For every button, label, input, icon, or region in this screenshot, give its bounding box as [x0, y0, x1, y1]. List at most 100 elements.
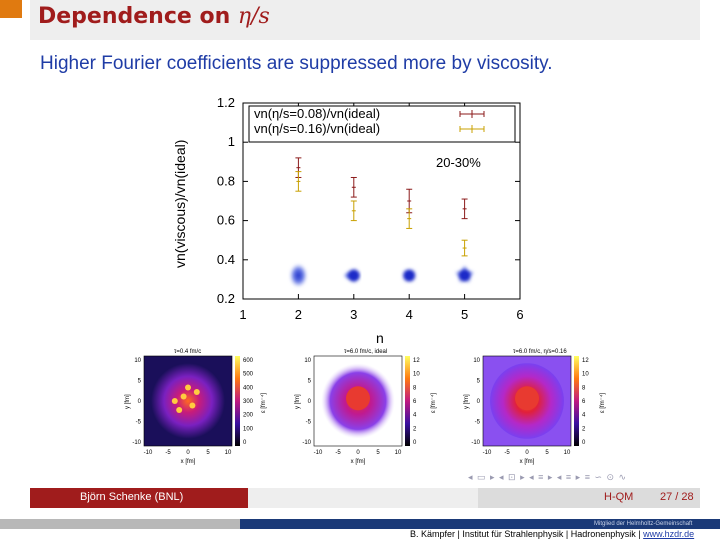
panel-x-tick-3: 5	[545, 450, 549, 456]
heatmap-panel-initial: τ=0.4 fm/c 10 5 0 -5 -10-10 -5 0 5 10 x [fm] y [fm]…	[125, 349, 267, 465]
colorbar-tick-0: 12	[582, 358, 589, 364]
panel-x-tick-2: 0	[356, 450, 360, 456]
slide-title: Dependence on η/s	[38, 4, 270, 29]
beamer-navigation[interactable]: ◂ ▭ ▸ ◂ ⊡ ▸ ◂ ≡ ▸ ◂ ≡ ▸ ≡ ∽ ⊙ ∿	[468, 472, 628, 482]
panel-x-tick-0: -10	[483, 450, 492, 456]
panel-x-tick-4: 10	[564, 450, 571, 456]
panel-y-tick-2: 0	[138, 399, 142, 405]
hotspot-1	[189, 402, 196, 409]
panel-frame	[482, 355, 572, 447]
panel-y-tick-3: -5	[306, 420, 312, 426]
hotspot-0	[180, 393, 187, 400]
colorbar-tick-2: 400	[243, 385, 254, 391]
colorbar-tick-4: 4	[413, 413, 417, 419]
colorbar-tick-4: 4	[582, 413, 586, 419]
colorbar-tick-2: 8	[413, 385, 417, 391]
colorbar-label: ε [fm⁻⁴]	[260, 393, 267, 413]
helmholtz-note: Mitglied der Helmholtz-Gemeinschaft	[594, 521, 693, 527]
footer-middle-box	[248, 488, 478, 508]
shape-marker-pentagon-3	[454, 264, 476, 285]
footer-author-box	[30, 488, 248, 508]
panel-x-tick-2: 0	[525, 450, 529, 456]
x-axis-label: n	[376, 330, 384, 346]
panel-x-tick-3: 5	[376, 450, 380, 456]
panel-x-tick-1: -5	[335, 450, 341, 456]
series-group	[295, 157, 468, 257]
y-tick-label-0: 0.2	[217, 291, 235, 306]
panel-y-tick-0: 10	[473, 358, 480, 364]
hotspot-4	[185, 384, 191, 391]
colorbar	[405, 356, 410, 446]
legend-label-0: vn(η/s=0.08)/vn(ideal)	[254, 106, 380, 121]
panel-y-tick-0: 10	[134, 358, 141, 364]
title-math: η/s	[237, 4, 270, 29]
colorbar-tick-2: 8	[582, 385, 586, 391]
centrality-annotation: 20-30%	[436, 155, 481, 170]
colorbar-tick-3: 300	[243, 399, 254, 405]
colorbar-tick-6: 0	[413, 440, 417, 446]
shape-marker-triangle-1	[342, 266, 360, 285]
colorbar-label: ε [fm⁻⁴]	[430, 393, 437, 413]
colorbar-tick-4: 200	[243, 413, 254, 419]
colorbar-tick-0: 12	[413, 358, 420, 364]
footer-page-number: 27 / 28	[660, 491, 694, 503]
y-tick-label-5: 1.2	[217, 95, 235, 110]
series-0-point-1	[350, 176, 357, 198]
ratio-chart: 1 2 3 4 5 6 0.2 0.4 0.6 0.8 1 1.2 vn(η/s=0.08)/vn(…	[172, 95, 524, 346]
colorbar-tick-3: 6	[413, 399, 417, 405]
colorbar-tick-1: 10	[582, 372, 589, 378]
colorbar-tick-6: 0	[582, 440, 586, 446]
colorbar-tick-5: 2	[582, 426, 586, 432]
panel-y-tick-4: -10	[471, 440, 480, 446]
institute-line: B. Kämpfer | Institut für Strahlenphysik…	[410, 529, 694, 539]
institute-text: B. Kämpfer | Institut für Strahlenphysik…	[410, 529, 644, 539]
institute-link[interactable]: www.hzdr.de	[643, 529, 695, 539]
triangle-core	[347, 269, 360, 282]
slide-title-bar: Dependence on η/s	[0, 0, 720, 42]
panel-y-tick-4: -10	[302, 440, 311, 446]
colorbar-tick-0: 600	[243, 358, 254, 364]
footer-author: Björn Schenke (BNL)	[80, 491, 184, 503]
legend-box	[248, 105, 516, 143]
y-tick-label-4: 1	[228, 134, 235, 149]
legend-label-1: vn(η/s=0.16)/vn(ideal)	[254, 121, 380, 136]
series-1-point-1	[350, 200, 357, 222]
colorbar	[574, 356, 579, 446]
shape-markers	[289, 263, 476, 288]
strip-blue	[240, 519, 720, 529]
panel-title: τ=6.0 fm/c, ideal	[344, 349, 387, 355]
colorbar	[235, 356, 240, 446]
panel-title: τ=0.4 fm/c	[174, 349, 201, 355]
x-tick-label-3: 4	[406, 307, 413, 322]
ellipse-shape	[289, 263, 308, 288]
colorbar-label: ε [fm⁻⁴]	[599, 393, 606, 413]
panel-x-tick-1: -5	[504, 450, 510, 456]
series-1-point-2	[406, 208, 413, 229]
title-box	[30, 0, 700, 40]
hotspot-3	[193, 389, 200, 395]
panel-x-tick-0: -10	[144, 450, 153, 456]
y-tick-label-3: 0.8	[217, 173, 235, 188]
colorbar-tick-5: 100	[243, 426, 254, 432]
colorbar-tick-6: 0	[243, 440, 247, 446]
panel-y-tick-1: 5	[477, 379, 481, 385]
panel-frame	[313, 355, 403, 447]
panel-y-tick-2: 0	[477, 399, 481, 405]
series-1-point-0	[295, 171, 302, 192]
x-tick-label-1: 2	[295, 307, 302, 322]
panel-x-tick-1: -5	[165, 450, 171, 456]
pentagon-core	[458, 269, 471, 282]
panel-x-tick-3: 5	[206, 450, 210, 456]
panel-y-tick-1: 5	[308, 379, 312, 385]
footer-conference: H-QM	[604, 491, 634, 503]
legend-marks	[459, 110, 485, 133]
institute-strip: Mitglied der Helmholtz-Gemeinschaft B. K…	[0, 519, 720, 540]
shape-marker-ellipse-0	[289, 263, 308, 288]
panel-x-label: x [fm]	[181, 459, 196, 465]
colorbar-tick-5: 2	[413, 426, 417, 432]
x-tick-label-4: 5	[461, 307, 468, 322]
x-tick-label-2: 3	[350, 307, 357, 322]
slide-subtitle: Higher Fourier coefficients are suppress…	[40, 53, 553, 74]
y-ticks: 0.2 0.4 0.6 0.8 1 1.2	[217, 95, 520, 306]
